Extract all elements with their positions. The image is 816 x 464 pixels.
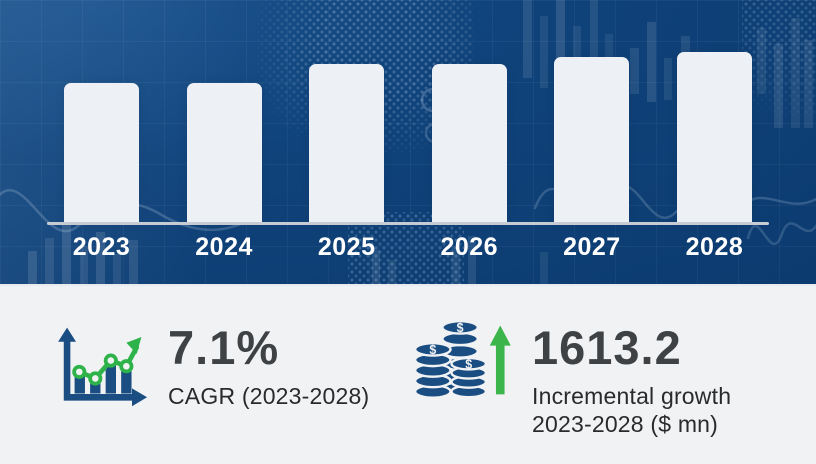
- svg-text:$: $: [429, 343, 436, 357]
- stats-panel: 7.1% CAGR (2023-2028) $: [0, 284, 816, 464]
- bar-2023: [64, 83, 139, 223]
- incremental-growth-value: 1613.2: [532, 321, 682, 374]
- x-axis-labels: 2023 2024 2025 2026 2027 2028: [47, 233, 769, 262]
- growth-chart-icon: [58, 327, 148, 407]
- coins-stack-icon: $ $ $: [413, 319, 511, 399]
- svg-text:$: $: [465, 358, 472, 372]
- year-label-2026: 2026: [440, 233, 499, 261]
- svg-text:$: $: [457, 321, 464, 335]
- bar-chart: [47, 0, 769, 223]
- cagr-label: CAGR (2023-2028): [168, 383, 370, 409]
- year-label-2027: 2027: [563, 233, 621, 261]
- bar-2025: [309, 64, 385, 223]
- chart-panel: 2023 2024 2025 2026 2027 2028: [0, 0, 816, 284]
- bar-2027: [554, 57, 630, 223]
- up-arrow-icon: [489, 325, 511, 395]
- bar-2024: [186, 83, 262, 223]
- incremental-growth-label: Incremental growth 2023-2028 ($ mn): [532, 383, 731, 438]
- year-label-2023: 2023: [72, 233, 131, 261]
- year-label-2028: 2028: [685, 233, 744, 261]
- year-label-2024: 2024: [195, 233, 253, 261]
- incremental-growth-stat: $ $ $: [412, 310, 731, 438]
- year-label-2025: 2025: [317, 233, 376, 261]
- bar-2026: [431, 64, 507, 223]
- cagr-stat: 7.1% CAGR (2023-2028): [52, 322, 369, 414]
- x-axis-line: [47, 222, 769, 225]
- incremental-growth-label-line1: Incremental growth: [532, 383, 732, 409]
- incremental-growth-label-line2: 2023-2028 ($ mn): [532, 410, 719, 437]
- dot-pattern: [742, 0, 816, 116]
- bar-2028: [676, 52, 752, 223]
- cagr-value: 7.1%: [168, 321, 280, 374]
